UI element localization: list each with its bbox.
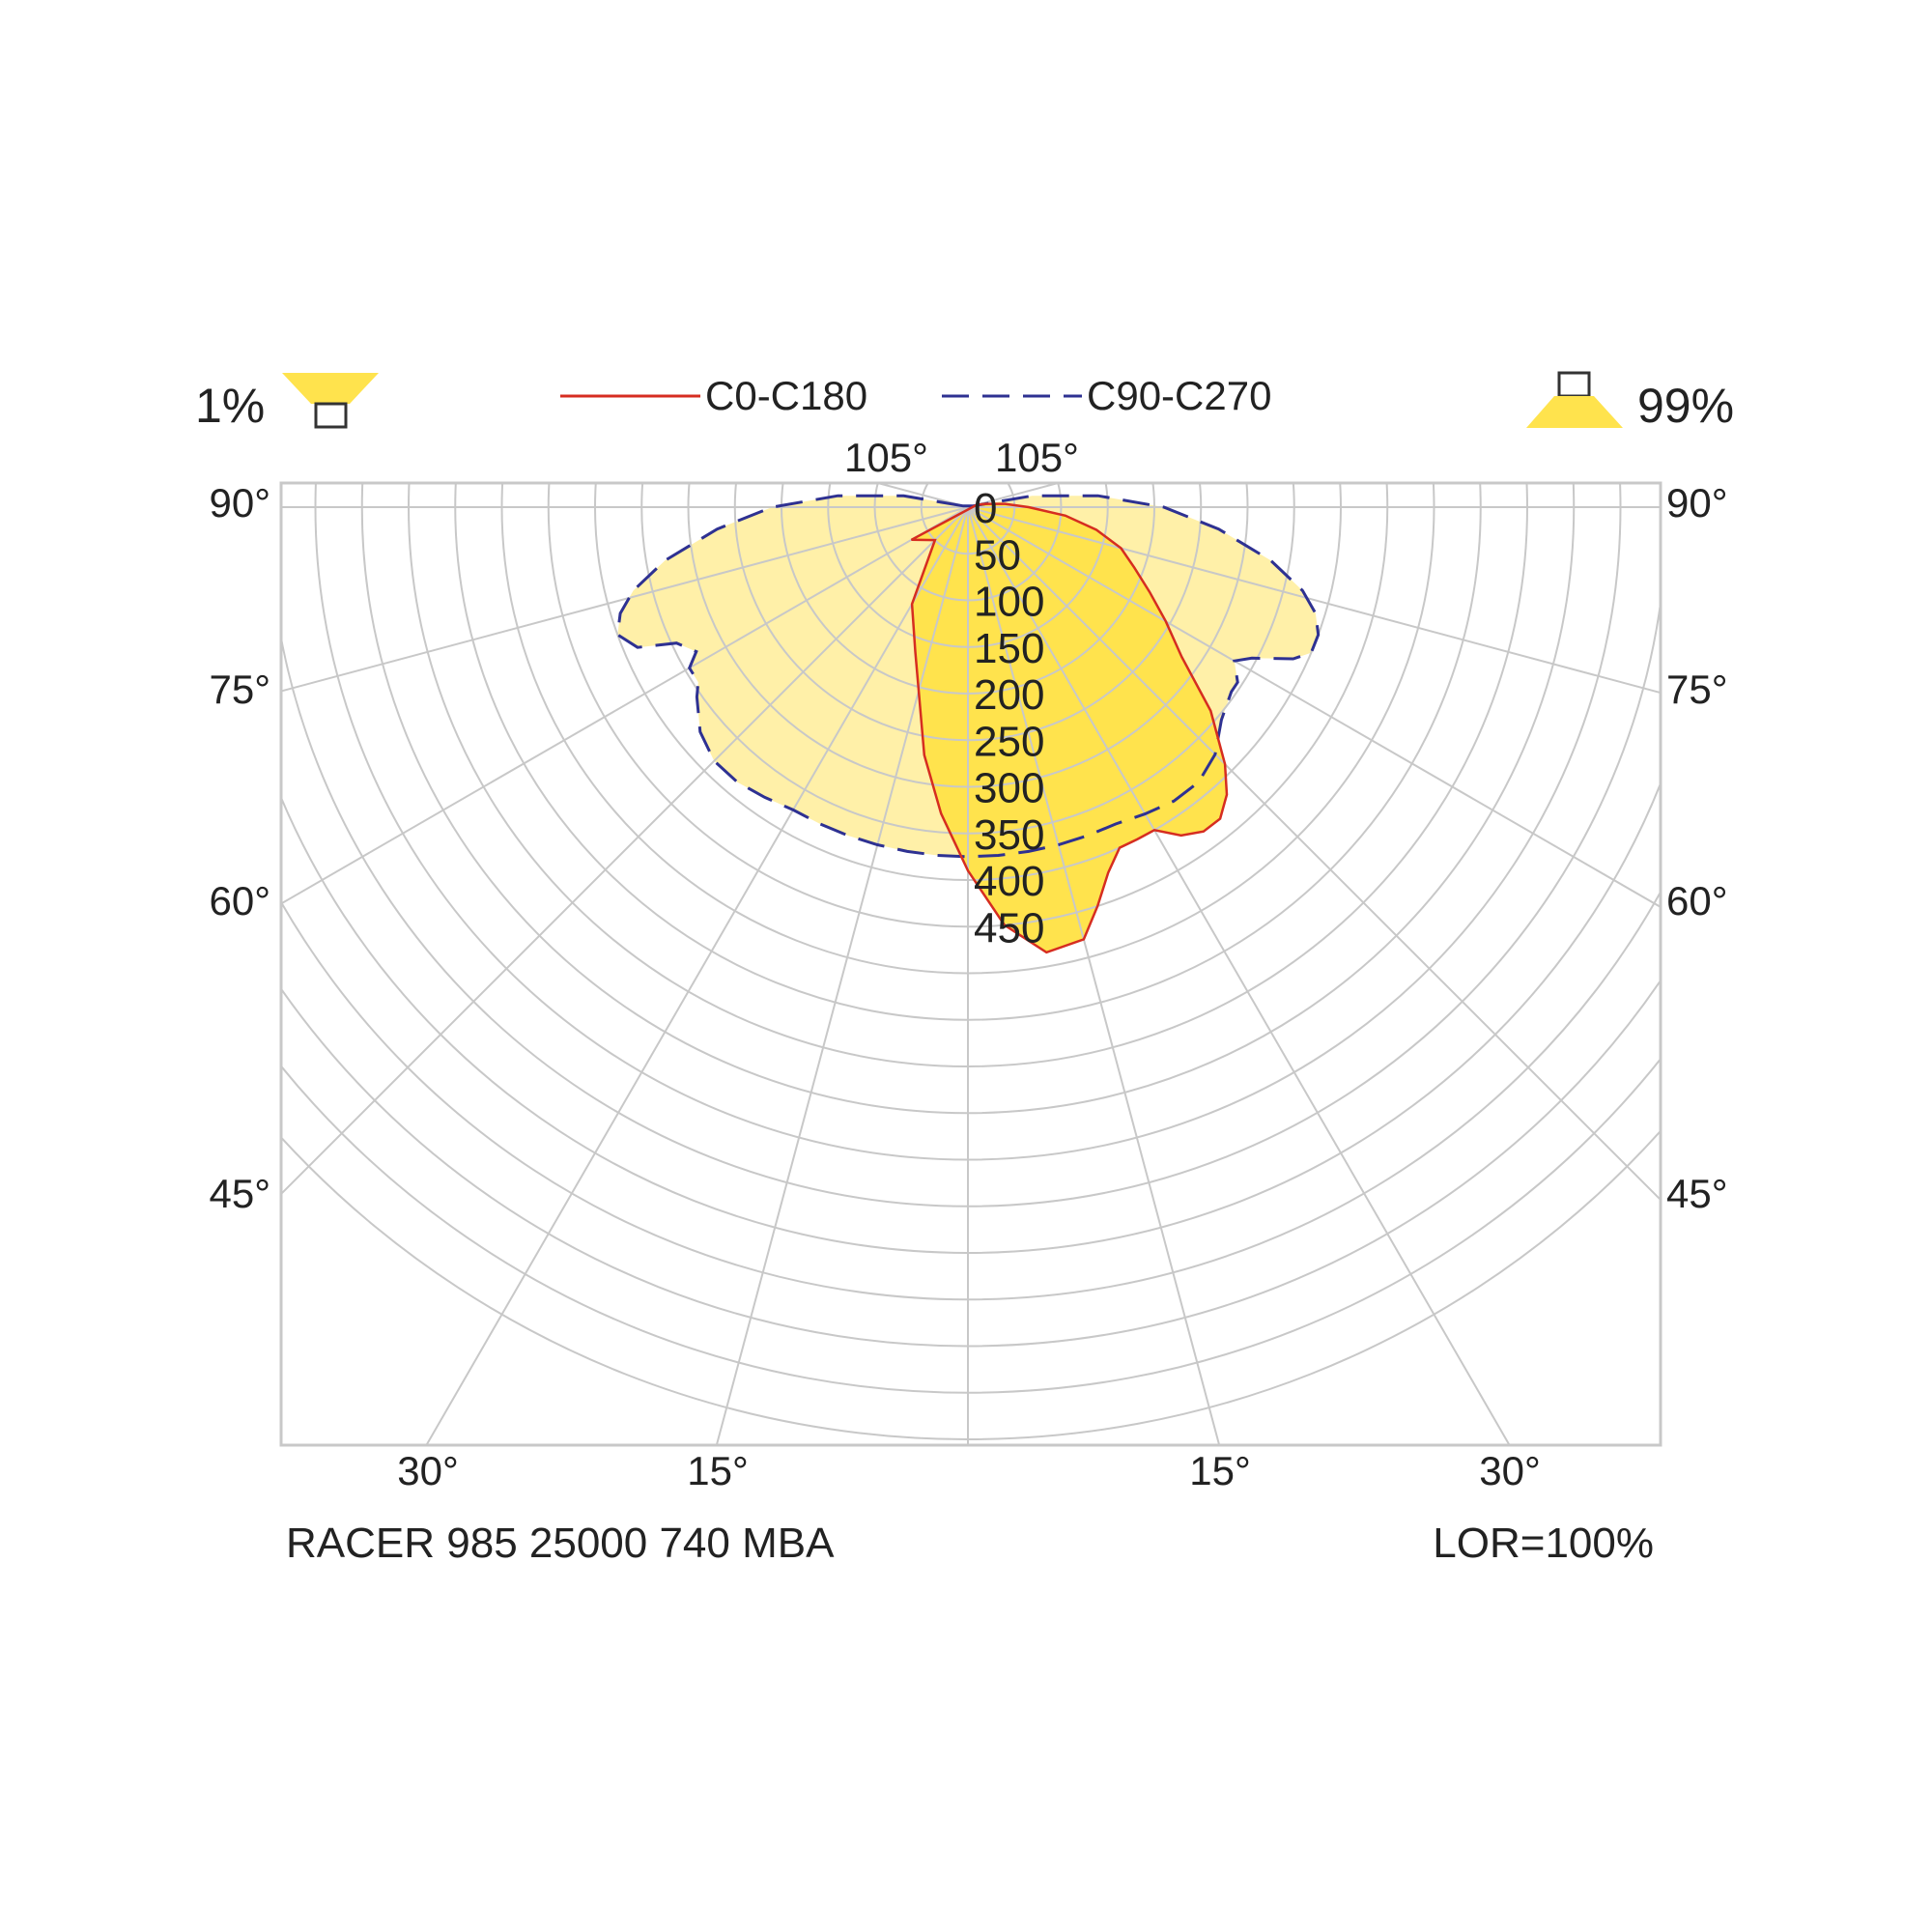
angle-label-right-90: 90° xyxy=(1666,480,1728,526)
grid-spoke xyxy=(873,483,969,508)
angle-label-left-60: 60° xyxy=(209,878,270,923)
legend: C0-C180 C90-C270 xyxy=(560,373,1271,418)
grid-spoke xyxy=(967,506,1221,1445)
radial-tick-label: 200 xyxy=(974,671,1044,719)
angle-label-left-75: 75° xyxy=(209,667,270,712)
polar-grid xyxy=(281,483,1661,1445)
grid-spoke xyxy=(967,506,1661,909)
radial-tick-label: 0 xyxy=(974,485,997,532)
angle-label-bottom-15-right: 15° xyxy=(1189,1448,1251,1493)
c0-c180-area xyxy=(911,503,1227,952)
angle-label-bottom-15-left: 15° xyxy=(687,1448,749,1493)
c0-c180-line xyxy=(910,502,1229,954)
grid-spoke xyxy=(425,506,969,1445)
angle-label-right-60: 60° xyxy=(1666,878,1728,923)
upward-percent: 1% xyxy=(195,379,265,433)
product-name: RACER 985 25000 740 MBA xyxy=(286,1520,835,1567)
angle-label-right-75: 75° xyxy=(1666,667,1728,712)
angle-label-top-left: 105° xyxy=(844,435,928,480)
grid-spoke xyxy=(967,506,1661,695)
grid-spoke xyxy=(281,506,969,693)
radial-tick-label: 150 xyxy=(974,625,1044,672)
grid-spoke xyxy=(967,506,1511,1445)
angle-label-left-90: 90° xyxy=(209,480,270,526)
lor-text: LOR=100% xyxy=(1433,1520,1654,1567)
downward-percent: 99% xyxy=(1637,379,1734,433)
grid-spoke xyxy=(967,483,1063,508)
angle-label-top-right: 105° xyxy=(995,435,1079,480)
angle-label-left-45: 45° xyxy=(209,1171,270,1216)
legend-label-c90-c270: C90-C270 xyxy=(1087,373,1271,418)
c90-c270-line xyxy=(615,494,1321,859)
grid-spoke xyxy=(715,506,969,1445)
legend-label-c0-c180: C0-C180 xyxy=(705,373,867,418)
grid-spoke xyxy=(967,506,1661,1202)
radial-tick-label: 250 xyxy=(974,718,1044,765)
radial-tick-label: 350 xyxy=(974,811,1044,859)
radial-tick-label: 100 xyxy=(974,579,1044,626)
radial-tick-label: 50 xyxy=(974,531,1021,579)
angle-label-bottom-30-left: 30° xyxy=(397,1448,459,1493)
grid-spoke xyxy=(281,506,969,1196)
angle-label-bottom-30-right: 30° xyxy=(1479,1448,1541,1493)
angle-label-right-45: 45° xyxy=(1666,1171,1728,1216)
upward-luminaire-icon xyxy=(282,373,379,429)
grid-spoke xyxy=(281,506,969,905)
radial-tick-label: 450 xyxy=(974,904,1044,952)
radial-tick-label: 400 xyxy=(974,858,1044,905)
downward-luminaire-icon xyxy=(1526,371,1623,428)
radial-tick-label: 300 xyxy=(974,765,1044,812)
